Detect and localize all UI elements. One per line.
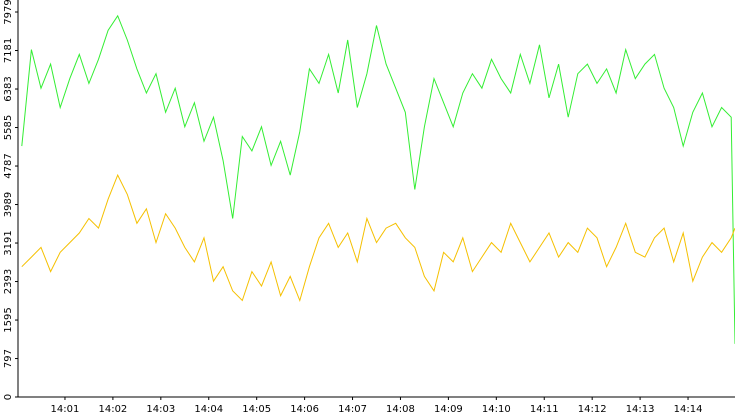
data-line	[21, 173, 735, 303]
x-tick-label: 14:06	[290, 404, 319, 415]
y-tick-label: 7979	[3, 0, 14, 25]
x-tick-label: 14:05	[242, 404, 271, 415]
x-tick-label: 14:09	[434, 404, 463, 415]
y-tick-label: 2393	[3, 269, 14, 294]
x-tick-label: 14:07	[338, 404, 367, 415]
y-tick-label: 5585	[3, 115, 14, 140]
x-tick-label: 14:12	[578, 404, 607, 415]
y-tick-label: 3989	[3, 192, 14, 217]
y-tick-label: 6383	[3, 76, 14, 101]
x-tick-label: 14:13	[626, 404, 655, 415]
x-tick-label: 14:04	[194, 404, 223, 415]
x-tick-label: 14:02	[98, 404, 127, 415]
y-tick-label: 3191	[3, 230, 14, 255]
x-tick-label: 14:08	[386, 404, 415, 415]
y-tick-label: 7181	[3, 38, 14, 63]
y-tick-label: 797	[3, 349, 14, 368]
y-tick-label: 0	[3, 394, 14, 400]
x-tick-label: 14:11	[530, 404, 559, 415]
y-tick-label: 4787	[3, 153, 14, 178]
x-tick-label: 14:14	[674, 404, 703, 415]
x-tick-label: 14:01	[51, 404, 80, 415]
data-line	[21, 14, 735, 344]
x-tick-label: 14:10	[482, 404, 511, 415]
x-tick-label: 14:03	[146, 404, 175, 415]
y-tick-label: 1595	[3, 307, 14, 332]
